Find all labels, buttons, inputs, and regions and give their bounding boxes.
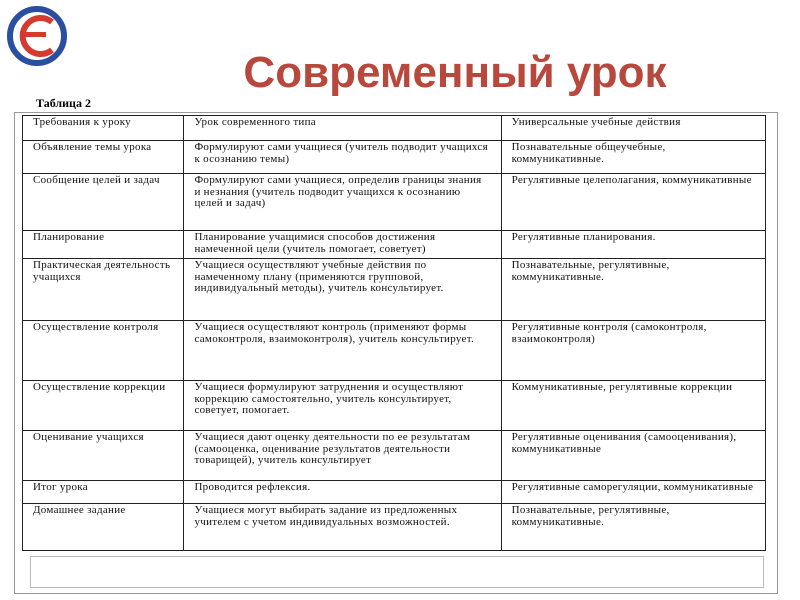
- table-cell: Планирование: [21, 230, 185, 259]
- table-cell: Познавательные общеучебные, коммуникатив…: [500, 140, 767, 174]
- table-cell: Универсальные учебные действия: [500, 115, 767, 141]
- table-cell: Регулятивные саморегуляции, коммуникатив…: [500, 480, 767, 504]
- table-row: Итог урока Проводится рефлексия. Регулятив…: [21, 480, 767, 504]
- table-cell: Осуществление контроля: [21, 320, 185, 381]
- table-cell: Познавательные, регулятивные, коммуникат…: [500, 503, 767, 551]
- table-row: Осуществление контроля Учащиеся осуществл…: [21, 320, 767, 381]
- table-cell: Регулятивные целеполагания, коммуникатив…: [500, 173, 767, 231]
- table-cell: Регулятивные оценивания (самооценивания)…: [500, 430, 767, 481]
- table-cell: Коммуникативные, регулятивные коррекции: [500, 380, 767, 431]
- table-cell: Учащиеся дают оценку деятельности по ее …: [183, 430, 502, 481]
- table-cell: Учащиеся осуществляют учебные действия п…: [183, 258, 502, 321]
- table-frame: [14, 112, 778, 594]
- logo: [7, 6, 67, 66]
- slide-title: Современный урок: [243, 48, 667, 97]
- table-cell: Регулятивные планирования.: [500, 230, 767, 259]
- table-cell: Планирование учащимися способов достижен…: [183, 230, 502, 259]
- table-row: Объявление темы урока Формулируют сами уч…: [21, 140, 767, 174]
- table-cell: Учащиеся формулируют затруднения и осуще…: [183, 380, 502, 431]
- table-cell: Практическая деятельность учащихся: [21, 258, 185, 321]
- table-row: Домашнее задание Учащиеся могут выбирать …: [21, 503, 767, 551]
- table-cell: Объявление темы урока: [21, 140, 185, 174]
- table-row: Осуществление коррекции Учащиеся формулир…: [21, 380, 767, 431]
- table-cell: Домашнее задание: [21, 503, 185, 551]
- table-cell: Регулятивные контроля (самоконтроля, вза…: [500, 320, 767, 381]
- table-row: Практическая деятельность учащихся Учащие…: [21, 258, 767, 321]
- table-cell: Формулируют сами учащиеся, определив гра…: [183, 173, 502, 231]
- table-cell: Сообщение целей и задач: [21, 173, 185, 231]
- table-row: Оценивание учащихся Учащиеся дают оценку …: [21, 430, 767, 481]
- table-cell: Осуществление коррекции: [21, 380, 185, 431]
- table-cell: Итог урока: [21, 480, 185, 504]
- footer-box: [30, 556, 764, 588]
- table-cell: Формулируют сами учащиеся (учитель подво…: [183, 140, 502, 174]
- table-row: Планирование Планирование учащимися спосо…: [21, 230, 767, 259]
- table-cell: Познавательные, регулятивные, коммуникат…: [500, 258, 767, 321]
- table-cell: Оценивание учащихся: [21, 430, 185, 481]
- table-cell: Учащиеся могут выбирать задание из предл…: [183, 503, 502, 551]
- table-cell: Учащиеся осуществляют контроль (применяю…: [183, 320, 502, 381]
- table-cell: Проводится рефлексия.: [183, 480, 502, 504]
- table: Требования к уроку Урок современного типа…: [21, 115, 767, 551]
- table-caption: Таблица 2: [36, 96, 91, 110]
- table-cell: Урок современного типа: [183, 115, 502, 141]
- table-row: Сообщение целей и задач Формулируют сами …: [21, 173, 767, 231]
- table-header-row: Требования к уроку Урок современного типа…: [21, 115, 767, 141]
- table-cell: Требования к уроку: [21, 115, 185, 141]
